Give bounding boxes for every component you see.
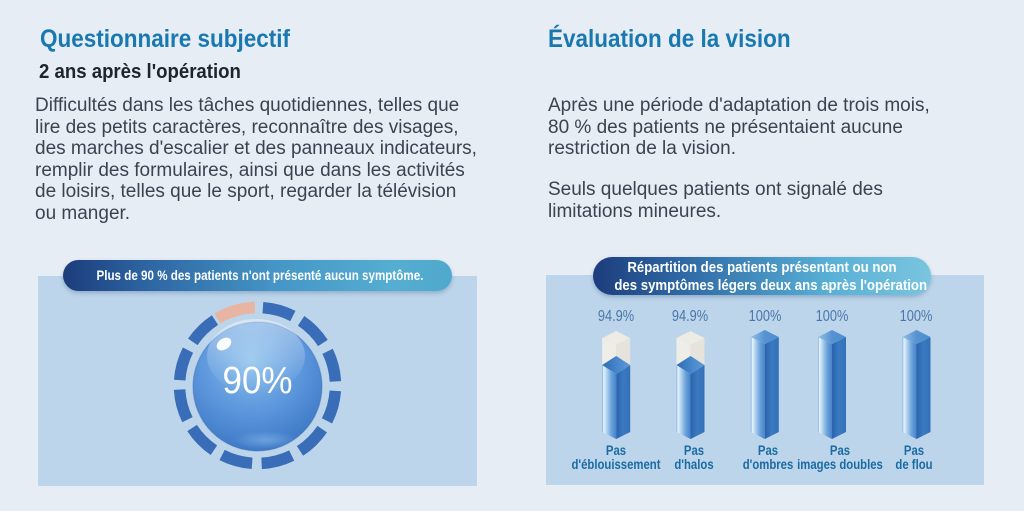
svg-text:90%: 90% <box>223 360 293 402</box>
